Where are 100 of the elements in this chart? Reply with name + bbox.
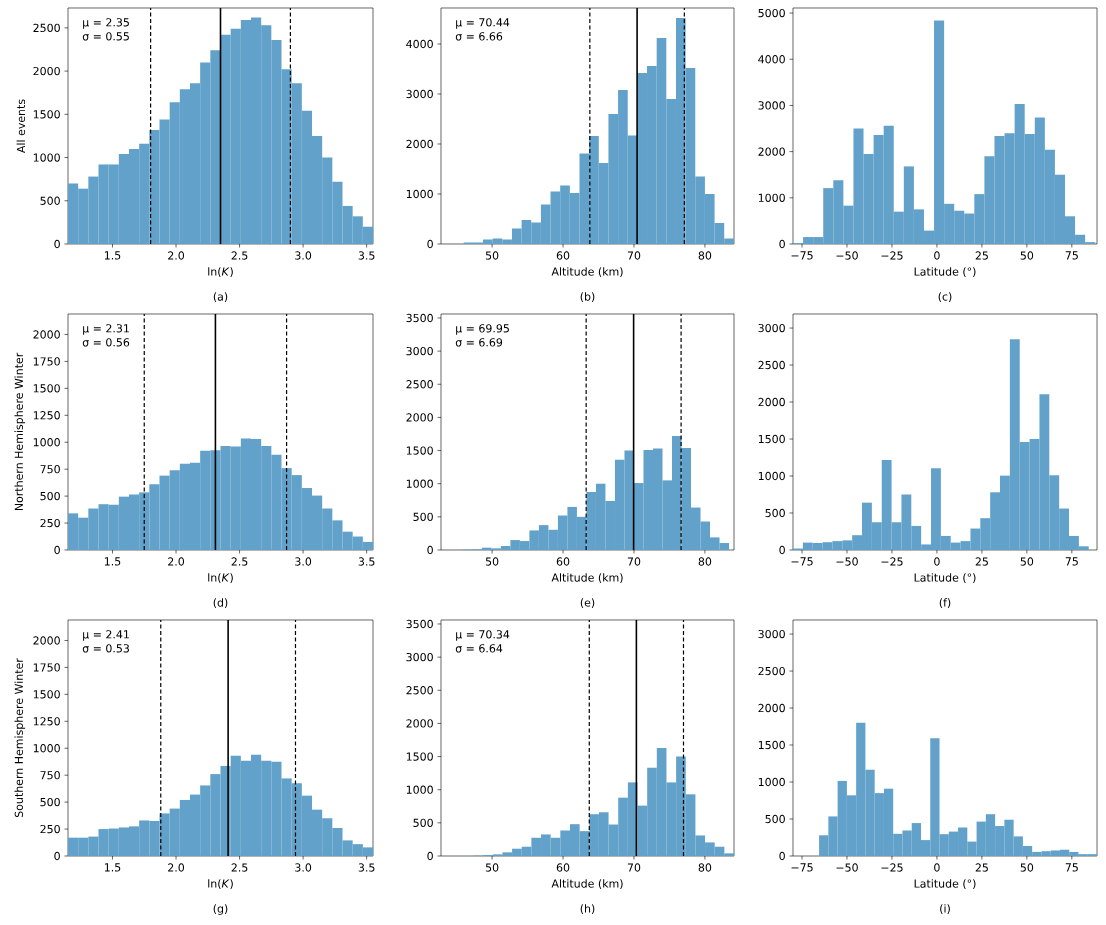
x-tick-label: 0 bbox=[934, 863, 940, 872]
text: (b) bbox=[580, 292, 595, 302]
y-tick-label: 4000 bbox=[406, 39, 433, 49]
x-tick-label: 3.0 bbox=[295, 863, 312, 872]
y-tick-label: 2000 bbox=[33, 330, 60, 339]
y-tick-label: 0 bbox=[54, 239, 60, 249]
annotation: μ = 2.31 bbox=[83, 324, 129, 335]
text: (d) bbox=[213, 598, 228, 609]
x-tick-label: 70 bbox=[627, 557, 641, 566]
y-tick-label: 1000 bbox=[406, 189, 433, 199]
x-tick-label: −50 bbox=[836, 863, 858, 872]
y-tick-label: 750 bbox=[40, 771, 60, 780]
x-axis-title: Latitude (°) bbox=[914, 573, 976, 584]
y-tick-label: 2000 bbox=[33, 66, 60, 76]
text: (i) bbox=[940, 904, 950, 915]
y-tick-label: 1500 bbox=[33, 690, 60, 699]
x-tick-label: 80 bbox=[698, 863, 712, 872]
y-tick-label: 250 bbox=[40, 824, 60, 834]
y-tick-label: 500 bbox=[40, 797, 60, 807]
x-tick-label: −50 bbox=[836, 557, 858, 566]
x-tick-label: −75 bbox=[791, 251, 813, 260]
annotation: μ = 70.34 bbox=[456, 630, 510, 641]
y-tick-label: 1250 bbox=[33, 411, 60, 420]
y-tick-label: 1500 bbox=[406, 446, 433, 455]
x-tick-label: 3.5 bbox=[358, 557, 375, 566]
y-tick-label: 1500 bbox=[33, 110, 60, 119]
y-tick-label: 2000 bbox=[406, 139, 433, 149]
x-tick-label: 0 bbox=[934, 557, 940, 566]
x-tick-label: 70 bbox=[627, 251, 641, 260]
y-tick-label: 3000 bbox=[758, 101, 785, 110]
y-tick-label: 500 bbox=[765, 508, 785, 518]
y-tick-label: 2500 bbox=[33, 23, 60, 33]
y-tick-label: 2000 bbox=[406, 413, 433, 422]
x-tick-label: 1.5 bbox=[104, 557, 121, 566]
y-tick-label: 2000 bbox=[758, 397, 785, 407]
x-axis-title: Altitude (km) bbox=[551, 879, 623, 890]
y-tick-label: 750 bbox=[40, 465, 60, 474]
y-tick-label: 2500 bbox=[758, 666, 785, 676]
y-tick-label: 1000 bbox=[758, 471, 785, 481]
x-tick-label: 1.5 bbox=[104, 863, 121, 872]
y-tick-label: 1000 bbox=[33, 153, 60, 162]
y-tick-label: 0 bbox=[779, 545, 785, 555]
y-tick-label: 2500 bbox=[406, 686, 433, 695]
y-axis-title: Southern Hemisphere Winter bbox=[14, 658, 26, 818]
y-tick-label: 2000 bbox=[406, 719, 433, 728]
y-tick-label: 0 bbox=[779, 239, 785, 249]
x-tick-label: 50 bbox=[485, 557, 499, 566]
x-tick-label: 75 bbox=[1065, 251, 1078, 260]
text: (a) bbox=[213, 292, 228, 302]
text: (g) bbox=[213, 904, 228, 915]
y-tick-label: 0 bbox=[427, 851, 433, 861]
y-tick-label: 3500 bbox=[406, 619, 433, 629]
y-tick-label: 0 bbox=[427, 545, 433, 555]
annotation: μ = 69.95 bbox=[456, 324, 509, 335]
x-axis-title: ln(K) bbox=[208, 573, 233, 584]
x-tick-label: 50 bbox=[1020, 557, 1034, 566]
annotation: σ = 6.69 bbox=[455, 338, 503, 347]
x-tick-label: 50 bbox=[1020, 251, 1034, 260]
x-tick-label: 2.0 bbox=[168, 557, 185, 566]
y-tick-label: 2500 bbox=[758, 360, 785, 370]
x-axis-title: Altitude (km) bbox=[551, 573, 623, 584]
x-axis-title: ln(K) bbox=[208, 267, 233, 278]
y-tick-label: 250 bbox=[40, 518, 60, 528]
annotation: μ = 2.41 bbox=[83, 630, 129, 641]
x-tick-label: 3.5 bbox=[358, 863, 375, 872]
annotation: σ = 0.55 bbox=[82, 32, 129, 41]
y-tick-label: 2000 bbox=[758, 703, 785, 713]
y-tick-label: 1500 bbox=[758, 434, 785, 444]
annotation: σ = 0.53 bbox=[82, 644, 129, 653]
x-tick-label: −25 bbox=[881, 251, 903, 260]
y-axis-title: All events bbox=[16, 99, 26, 153]
y-tick-label: 3000 bbox=[758, 323, 785, 333]
x-tick-label: 3.0 bbox=[295, 557, 312, 566]
text: (h) bbox=[580, 904, 595, 915]
annotation: σ = 6.66 bbox=[455, 32, 503, 41]
text: (c) bbox=[938, 292, 952, 302]
y-tick-label: 500 bbox=[40, 196, 60, 205]
x-tick-label: 80 bbox=[698, 251, 712, 260]
y-tick-label: 0 bbox=[54, 545, 60, 555]
annotation: σ = 6.64 bbox=[455, 644, 503, 653]
y-tick-label: 500 bbox=[413, 512, 433, 522]
y-tick-label: 1000 bbox=[406, 479, 433, 488]
x-axis-title: Latitude (°) bbox=[914, 879, 976, 890]
x-tick-label: 60 bbox=[556, 863, 570, 872]
y-tick-label: 0 bbox=[427, 239, 433, 249]
y-tick-label: 3000 bbox=[758, 629, 785, 639]
x-tick-label: 75 bbox=[1065, 863, 1078, 872]
y-tick-label: 5000 bbox=[758, 8, 785, 18]
y-tick-label: 1500 bbox=[33, 384, 60, 393]
x-tick-label: 25 bbox=[975, 251, 988, 260]
annotation: μ = 2.35 bbox=[83, 18, 129, 29]
x-tick-label: 75 bbox=[1065, 557, 1078, 566]
x-tick-label: 25 bbox=[975, 863, 988, 872]
x-tick-label: −75 bbox=[791, 863, 813, 872]
y-tick-label: 1000 bbox=[758, 193, 785, 202]
y-tick-label: 1500 bbox=[406, 752, 433, 761]
y-tick-label: 1750 bbox=[33, 357, 60, 366]
y-tick-label: 2000 bbox=[758, 147, 785, 156]
y-tick-label: 2000 bbox=[33, 636, 60, 645]
y-tick-label: 3000 bbox=[406, 652, 433, 662]
